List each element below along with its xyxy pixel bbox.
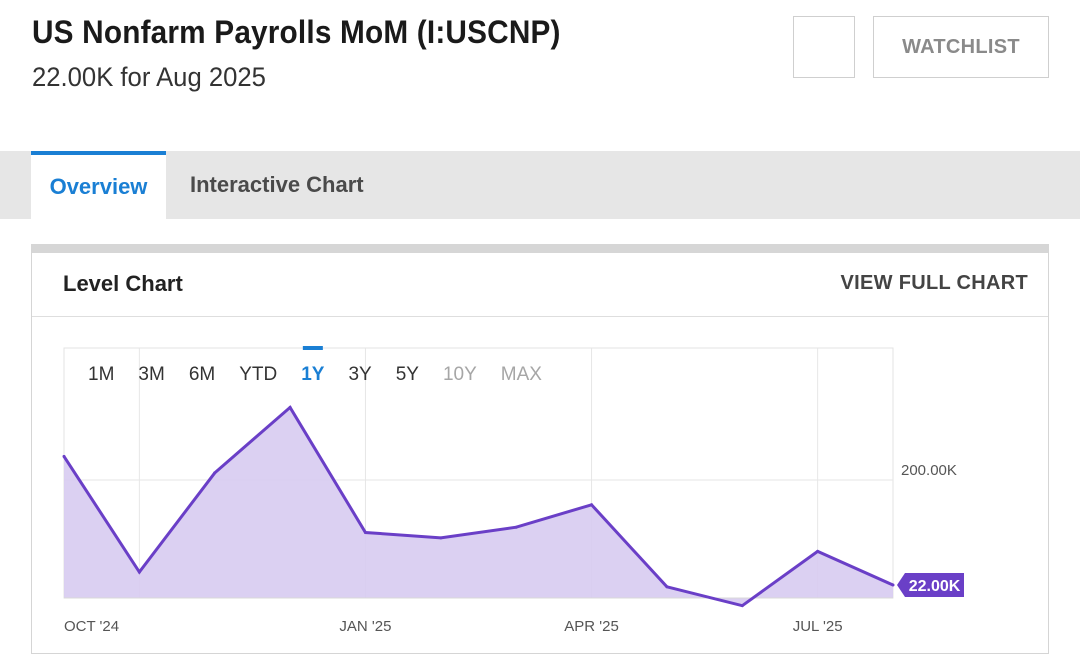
watchlist-button[interactable]: WATCHLIST (873, 16, 1049, 78)
data-point (363, 531, 367, 535)
data-point (439, 536, 443, 540)
latest-value-subtitle: 22.00K for Aug 2025 (32, 62, 266, 92)
active-range-indicator (302, 346, 323, 350)
range-selector: 1M 3M 6M YTD 1Y 3Y 5Y 10Y MAX (76, 364, 554, 386)
data-point (288, 405, 292, 409)
data-point (816, 549, 820, 553)
data-point (891, 583, 895, 587)
data-point (665, 585, 669, 589)
range-5y[interactable]: 5Y (395, 364, 419, 385)
data-point (137, 570, 141, 574)
range-1y[interactable]: 1Y (301, 364, 325, 385)
series-area (64, 407, 893, 606)
data-point (740, 604, 744, 608)
last-value-label: 22.00K (909, 578, 961, 595)
range-10y[interactable]: 10Y (442, 364, 477, 385)
page-title: US Nonfarm Payrolls MoM (I:USCNP) (32, 14, 561, 50)
x-tick-label: OCT '24 (64, 618, 119, 635)
x-tick-label: APR '25 (564, 618, 619, 635)
range-6m[interactable]: 6M (188, 364, 216, 385)
series-line (62, 405, 894, 608)
range-1m[interactable]: 1M (88, 364, 115, 385)
tab-overview[interactable]: Overview (31, 151, 166, 219)
range-ytd[interactable]: YTD (239, 364, 278, 385)
view-full-chart-link[interactable]: VIEW FULL CHART (840, 272, 1028, 294)
range-max[interactable]: MAX (500, 364, 542, 385)
y-tick-label: 200.00K (901, 462, 957, 479)
panel-title: Level Chart (63, 271, 183, 296)
tab-interactive-chart[interactable]: Interactive Chart (190, 172, 364, 197)
data-point (62, 454, 66, 458)
range-3y[interactable]: 3Y (348, 364, 372, 385)
tab-bar: Overview Interactive Chart (0, 151, 1080, 219)
range-3m[interactable]: 3M (138, 364, 165, 385)
data-point (514, 525, 518, 529)
x-tick-label: JUL '25 (793, 618, 843, 635)
last-value-badge (897, 573, 964, 598)
data-point (590, 503, 594, 507)
data-point (213, 471, 217, 475)
panel-header: Level Chart VIEW FULL CHART (32, 253, 1048, 317)
add-to-watchlist-square-button[interactable] (793, 16, 855, 78)
x-tick-label: JAN '25 (339, 618, 391, 635)
